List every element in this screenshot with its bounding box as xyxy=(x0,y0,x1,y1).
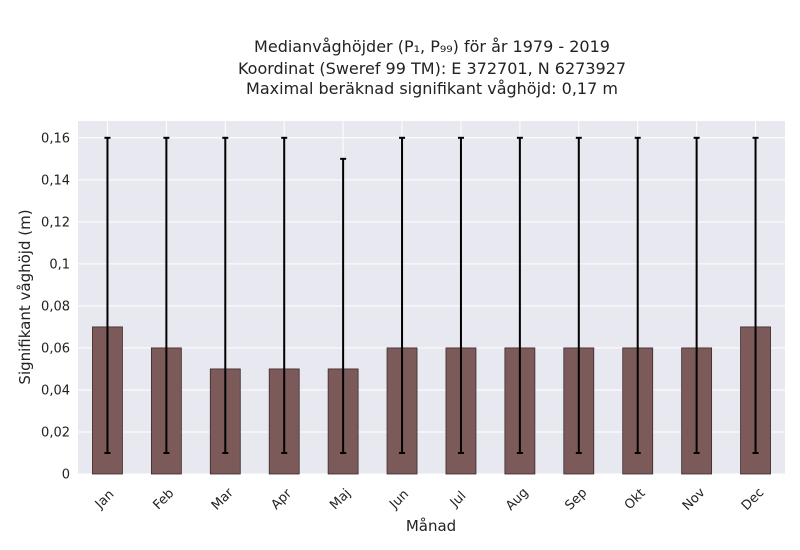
y-tick-label: 0,04 xyxy=(41,383,70,398)
x-tick-label: Nov xyxy=(680,485,709,514)
plot-area xyxy=(78,121,785,474)
y-tick-label: 0,08 xyxy=(41,299,70,314)
y-tick-label: 0,16 xyxy=(41,131,70,146)
error-bars xyxy=(104,136,759,454)
x-tick-label: Aug xyxy=(503,485,532,514)
x-tick-label: Jun xyxy=(386,487,412,513)
chart-title: Medianvåghöjder (P₁, P₉₉) för år 1979 - … xyxy=(238,37,626,98)
x-tick-label: Jul xyxy=(447,489,469,511)
chart-title-line-2: Koordinat (Sweref 99 TM): E 372701, N 62… xyxy=(238,59,626,78)
chart-title-line-3: Maximal beräknad signifikant våghöjd: 0,… xyxy=(246,79,618,98)
x-axis-label: Månad xyxy=(406,517,456,535)
x-tick-label: Jan xyxy=(92,487,117,512)
y-tick-label: 0,02 xyxy=(41,425,70,440)
y-axis-label: Signifikant våghöjd (m) xyxy=(16,209,34,384)
x-tick-label: Feb xyxy=(150,486,177,513)
x-tick-label: Apr xyxy=(268,486,295,513)
y-tick-label: 0,1 xyxy=(49,257,70,272)
x-tick-label: Okt xyxy=(622,486,649,513)
y-tick-label: 0,14 xyxy=(41,173,70,188)
chart-title-line-1: Medianvåghöjder (P₁, P₉₉) för år 1979 - … xyxy=(254,37,610,56)
x-tick-label: Mar xyxy=(209,485,237,513)
y-tick-label: 0 xyxy=(62,468,70,483)
x-tick-label: Maj xyxy=(327,486,354,513)
x-tick-label: Sep xyxy=(562,486,590,514)
y-axis-ticks: 0 0,02 0,04 0,06 0,08 0,1 0,12 0,14 0,16 xyxy=(41,131,70,482)
x-tick-label: Dec xyxy=(739,485,767,513)
x-axis-ticks: Jan Feb Mar Apr Maj Jun Jul Aug Sep Okt Nov Dec xyxy=(92,485,767,514)
y-tick-label: 0,12 xyxy=(41,215,70,230)
y-tick-label: 0,06 xyxy=(41,341,70,356)
